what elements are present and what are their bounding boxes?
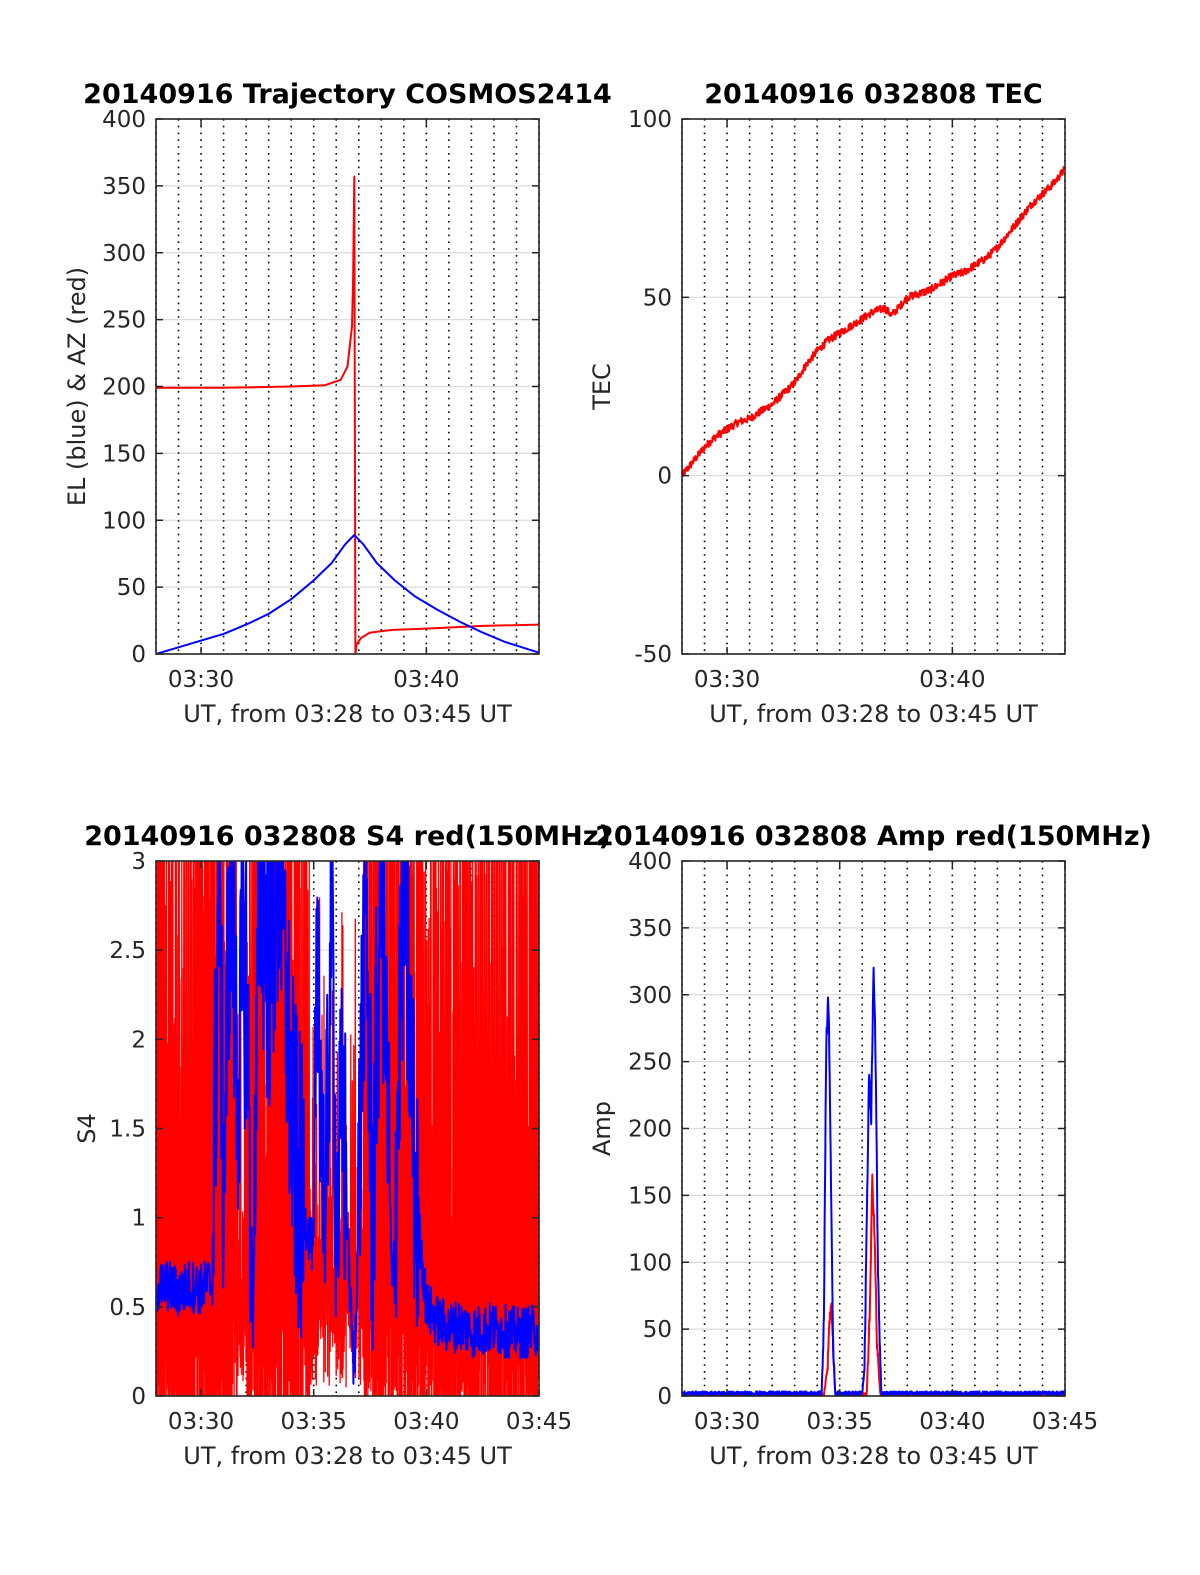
x-tick-label: 03:40 bbox=[393, 667, 459, 693]
y-tick-label: 400 bbox=[628, 849, 672, 875]
x-axis-label: UT, from 03:28 to 03:45 UT bbox=[709, 700, 1038, 728]
x-tick-label: 03:35 bbox=[281, 1409, 347, 1435]
plot-area bbox=[156, 861, 539, 1396]
y-tick-label: 250 bbox=[102, 308, 146, 334]
y-tick-label: 300 bbox=[628, 983, 672, 1009]
plot-area bbox=[682, 966, 1065, 1396]
axes-box bbox=[681, 118, 1066, 655]
y-axis-label: EL (blue) & AZ (red) bbox=[63, 267, 91, 506]
chart-trajectory: 0 50 100 150 200 250 300 350 400 03:30 03:40 201409… bbox=[63, 79, 612, 728]
series-line-red bbox=[156, 175, 539, 654]
y-tick-label: 2 bbox=[131, 1027, 146, 1053]
chart-title: 20140916 032808 S4 red(150MHz) bbox=[84, 821, 611, 852]
y-tick-label: 1.5 bbox=[109, 1117, 146, 1143]
y-tick-label: 200 bbox=[628, 1117, 672, 1143]
chart-title: 20140916 Trajectory COSMOS2414 bbox=[83, 79, 612, 110]
y-tick-label: 250 bbox=[628, 1050, 672, 1076]
x-tick-label: 03:45 bbox=[1032, 1409, 1098, 1435]
y-tick-label: 0 bbox=[131, 642, 146, 668]
x-tick-label: 03:40 bbox=[393, 1409, 459, 1435]
x-tick-label: 03:30 bbox=[168, 667, 234, 693]
y-tick-label: 150 bbox=[628, 1183, 672, 1209]
plot-area bbox=[682, 166, 1065, 478]
x-tick-label: 03:30 bbox=[694, 1409, 760, 1435]
y-tick-label: 0 bbox=[657, 464, 672, 490]
x-tick-label: 03:35 bbox=[807, 1409, 873, 1435]
series-line-blue bbox=[156, 534, 539, 654]
y-tick-label: 2.5 bbox=[109, 938, 146, 964]
y-tick-label: 0 bbox=[131, 1384, 146, 1410]
y-tick-label: 350 bbox=[628, 916, 672, 942]
y-tick-label: 100 bbox=[628, 107, 672, 133]
chart-tec: -50 0 50 100 03:30 03:40 20140916 032808 TEC UT… bbox=[588, 79, 1066, 728]
x-axis-label: UT, from 03:28 to 03:45 UT bbox=[183, 700, 512, 728]
series-line-blue bbox=[682, 966, 1065, 1396]
y-tick-label: 200 bbox=[102, 375, 146, 401]
plot-area bbox=[156, 175, 539, 654]
y-tick-label: 100 bbox=[102, 508, 146, 534]
y-tick-label: 0 bbox=[657, 1384, 672, 1410]
series-line-blue bbox=[156, 861, 539, 1385]
x-tick-label: 03:30 bbox=[168, 1409, 234, 1435]
series-line-red bbox=[682, 166, 1065, 478]
y-tick-label: -50 bbox=[634, 642, 672, 668]
y-axis-label: TEC bbox=[588, 363, 616, 411]
y-tick-label: 0.5 bbox=[109, 1295, 146, 1321]
y-tick-label: 3 bbox=[131, 849, 146, 875]
y-tick-label: 50 bbox=[643, 1317, 672, 1343]
y-tick-label: 50 bbox=[117, 575, 146, 601]
y-tick-label: 350 bbox=[102, 174, 146, 200]
y-tick-label: 50 bbox=[643, 285, 672, 311]
chart-amp: 0 50 100 150 200 250 300 350 400 03:30 03:35 03:40 0… bbox=[588, 821, 1152, 1470]
y-tick-label: 1 bbox=[131, 1206, 146, 1232]
y-axis-label: S4 bbox=[73, 1113, 101, 1144]
x-tick-label: 03:40 bbox=[919, 1409, 985, 1435]
chart-s4: 0 0.5 1 1.5 2 2.5 3 03:30 03:35 03:40 03:45 2014091… bbox=[73, 821, 611, 1470]
x-axis-label: UT, from 03:28 to 03:45 UT bbox=[709, 1442, 1038, 1470]
chart-title: 20140916 032808 Amp red(150MHz) bbox=[595, 821, 1152, 852]
x-tick-label: 03:40 bbox=[919, 667, 985, 693]
series-line-red bbox=[682, 1173, 1065, 1396]
y-tick-label: 400 bbox=[102, 107, 146, 133]
y-tick-label: 300 bbox=[102, 241, 146, 267]
y-tick-label: 100 bbox=[628, 1250, 672, 1276]
chart-title: 20140916 032808 TEC bbox=[704, 79, 1043, 110]
x-tick-label: 03:30 bbox=[694, 667, 760, 693]
series-line-red bbox=[156, 861, 539, 1396]
y-tick-label: 150 bbox=[102, 441, 146, 467]
x-tick-label: 03:45 bbox=[506, 1409, 572, 1435]
x-axis-label: UT, from 03:28 to 03:45 UT bbox=[183, 1442, 512, 1470]
y-axis-label: Amp bbox=[588, 1101, 616, 1156]
